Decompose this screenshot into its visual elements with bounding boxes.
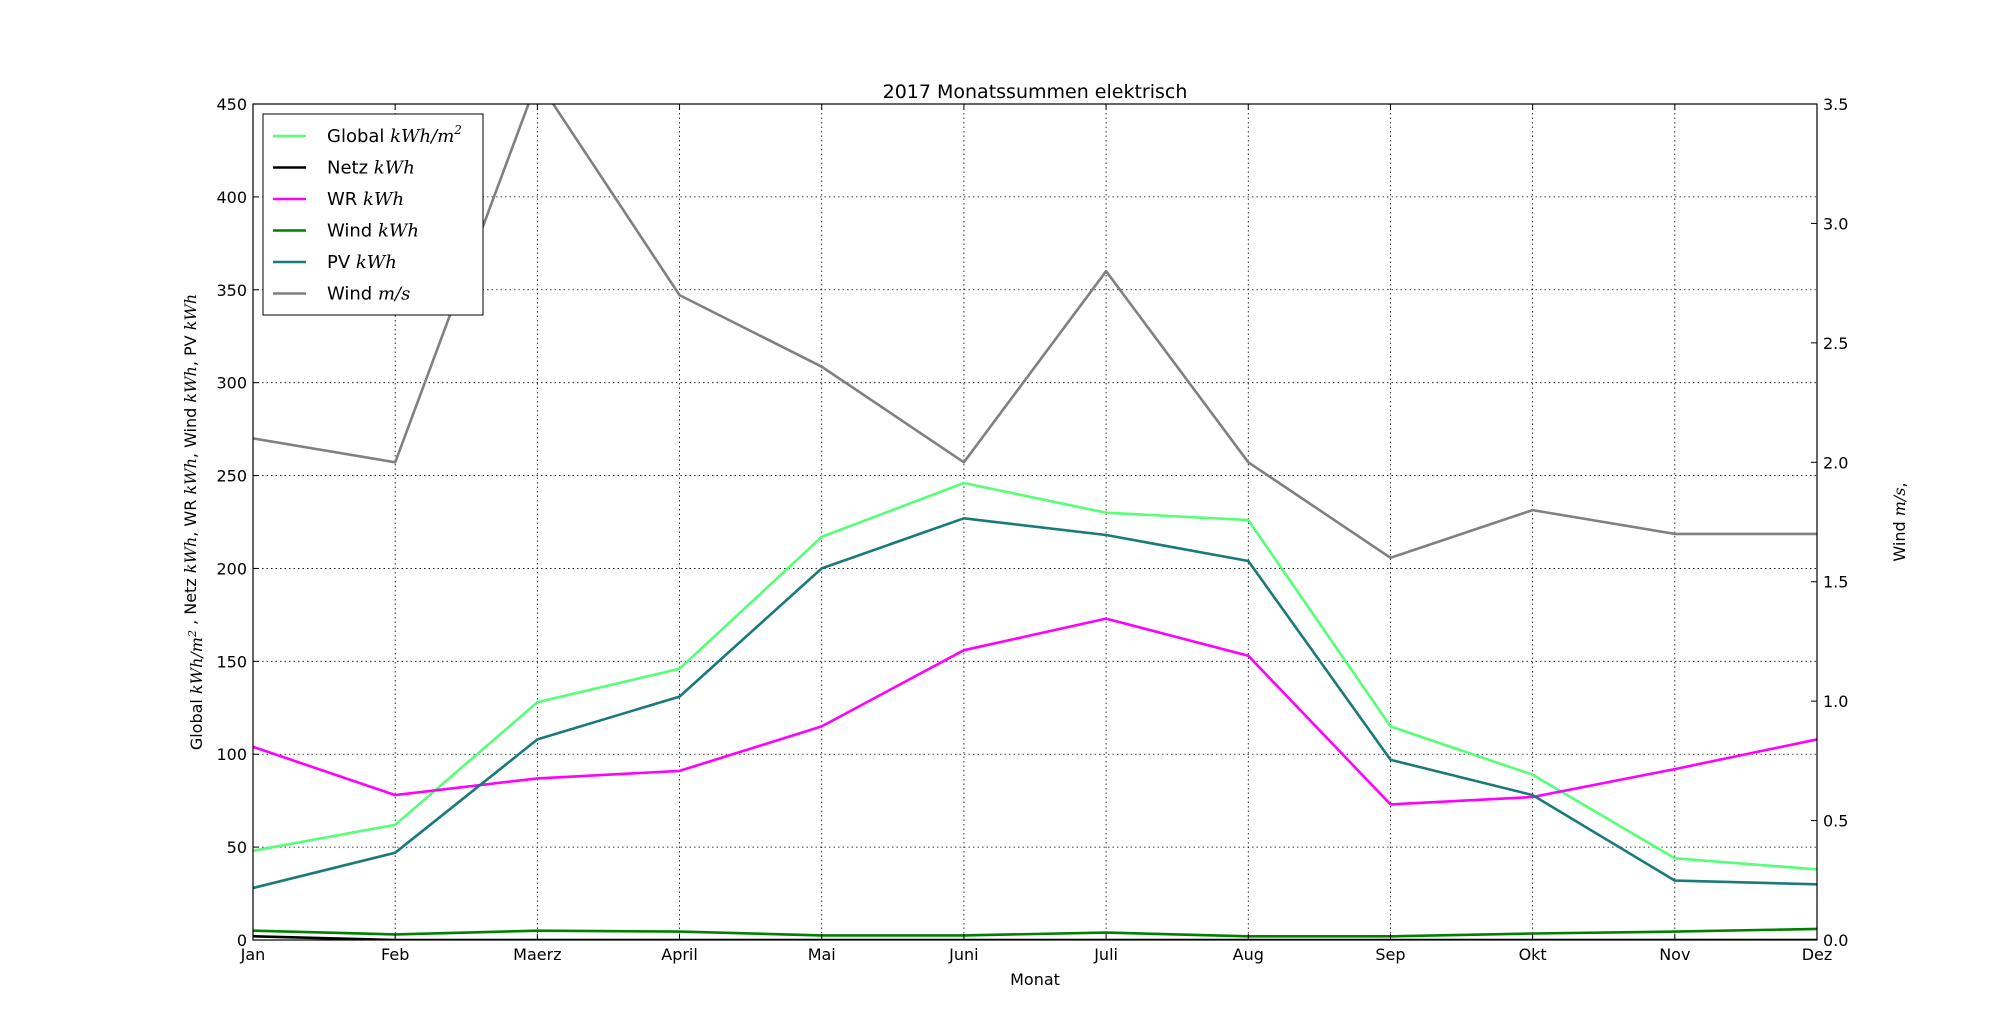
axis-label-part: ,	[1890, 482, 1909, 487]
series-lines	[253, 104, 1817, 940]
y-tick-label: 0	[237, 931, 247, 950]
x-axis-label: Monat	[1010, 970, 1060, 989]
y2-tick-label: 0.0	[1823, 931, 1848, 950]
x-axis-ticks: Jan Feb Maerz April Mai Juni Juli Aug Sep Okt Nov D…	[240, 104, 1833, 964]
y-tick-label: 200	[216, 559, 247, 578]
axis-label-part: kWh/m	[187, 637, 206, 694]
legend-label-windkwh: Wind kWh	[327, 221, 419, 242]
axis-label-part: kWh	[181, 294, 200, 330]
y2-tick-label: 2.5	[1823, 334, 1848, 353]
y2-tick-label: 3.0	[1823, 214, 1848, 233]
y-tick-label: 50	[227, 838, 247, 857]
x-tick-label: Nov	[1659, 945, 1690, 964]
x-tick-label: Jan	[240, 945, 266, 964]
y-tick-label: 100	[216, 745, 247, 764]
y2-axis-label: Wind m/s,	[1890, 482, 1909, 561]
y-axis-label: Global kWh/m2 , Netz kWh, WR kWh, Wind k…	[181, 294, 206, 750]
y-tick-label: 450	[216, 95, 247, 114]
series-line-windms	[253, 104, 1817, 560]
legend-label-pv: PV kWh	[327, 252, 397, 273]
x-tick-label: Okt	[1519, 945, 1547, 964]
x-tick-label: Juni	[948, 945, 978, 964]
x-tick-label: Aug	[1233, 945, 1264, 964]
y-axis-ticks: 0 50 100 150 200 250 300 350 400 450	[216, 95, 259, 950]
chart-title: 2017 Monatssummen elektrisch	[883, 81, 1188, 103]
y2-tick-label: 2.0	[1823, 453, 1848, 472]
series-line-global	[253, 481, 1817, 871]
axis-label-part: kWh	[181, 458, 200, 494]
series-line-windkwh	[253, 927, 1817, 938]
axis-label-part: Global	[187, 694, 206, 750]
y2-tick-label: 3.5	[1823, 95, 1848, 114]
x-tick-label: Mai	[808, 945, 836, 964]
legend-label-global: Global kWh/m2	[327, 123, 462, 147]
axis-label-part: kWh	[181, 537, 200, 573]
legend-label-wr: WR kWh	[327, 189, 404, 210]
x-tick-label: Dez	[1802, 945, 1833, 964]
legend: Global kWh/m2 Netz kWh WR kWh Wind kWh PV kW…	[262, 113, 484, 316]
y-tick-label: 250	[216, 467, 247, 486]
y2-axis-ticks: 0.0 0.5 1.0 1.5 2.0 2.5 3.0 3.5	[1811, 95, 1848, 950]
y-tick-label: 400	[216, 188, 247, 207]
x-tick-label: Feb	[381, 945, 409, 964]
x-tick-label: Maerz	[513, 945, 561, 964]
y2-tick-label: 1.5	[1823, 573, 1848, 592]
axis-label-part: m/s	[1890, 488, 1909, 517]
y-tick-label: 350	[216, 281, 247, 300]
axis-label-part: , PV	[181, 330, 200, 366]
plot-frame	[252, 103, 1818, 941]
axis-label-part: kWh	[181, 366, 200, 402]
x-tick-label: April	[661, 945, 698, 964]
x-tick-label: Sep	[1375, 945, 1405, 964]
legend-box	[262, 113, 484, 316]
y2-tick-label: 1.0	[1823, 692, 1848, 711]
y-tick-label: 300	[216, 374, 247, 393]
grid	[253, 104, 1817, 940]
legend-label-windms: Wind m/s	[327, 284, 410, 305]
axis-label-part: , WR	[181, 495, 200, 537]
axis-label-part: 2	[186, 630, 199, 638]
y-tick-label: 150	[216, 652, 247, 671]
y2-tick-label: 0.5	[1823, 812, 1848, 831]
legend-label-netz: Netz kWh	[327, 158, 415, 179]
series-line-wr	[253, 617, 1817, 806]
axis-label-part: Wind	[1890, 516, 1909, 561]
axis-label-part: , Wind	[181, 403, 200, 458]
series-line-pv	[253, 516, 1817, 890]
x-tick-label: Juli	[1093, 945, 1118, 964]
axis-label-part: , Netz	[181, 573, 200, 630]
